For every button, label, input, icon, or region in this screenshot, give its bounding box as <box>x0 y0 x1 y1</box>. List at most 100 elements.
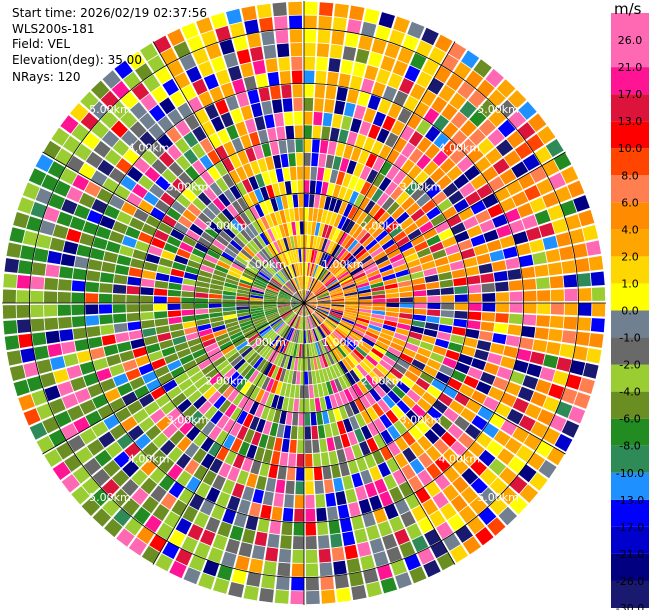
range-gate <box>294 495 304 509</box>
range-gate <box>468 303 482 311</box>
range-gate <box>141 149 158 166</box>
range-gate <box>331 349 341 362</box>
range-gate <box>218 193 231 207</box>
range-gate <box>301 248 304 262</box>
range-gate <box>247 263 260 274</box>
range-gate <box>458 505 477 524</box>
range-gate <box>373 251 387 262</box>
range-gate <box>478 263 493 274</box>
range-gate <box>294 294 304 303</box>
range-gate <box>226 8 242 25</box>
range-gate <box>360 410 373 425</box>
range-gate <box>275 381 283 395</box>
range-gate <box>257 374 267 388</box>
range-gate <box>465 191 481 206</box>
range-gate <box>170 366 186 379</box>
range-gate <box>243 398 255 413</box>
range-gate <box>182 321 197 329</box>
range-gate <box>240 105 253 121</box>
range-gate <box>304 290 308 303</box>
range-gate <box>382 115 396 132</box>
range-gate <box>264 308 278 314</box>
range-gate <box>326 279 338 288</box>
range-gate <box>326 351 335 365</box>
range-gate <box>341 115 353 131</box>
range-gate <box>283 311 294 321</box>
range-gate <box>150 449 167 466</box>
ring-label: 1.00km <box>244 336 286 349</box>
range-gate <box>236 49 251 65</box>
range-gate <box>342 46 357 61</box>
range-gate <box>265 214 274 228</box>
range-gate <box>208 425 222 441</box>
range-gate <box>217 381 231 395</box>
range-gate <box>344 309 358 314</box>
range-gate <box>363 200 376 214</box>
range-gate <box>364 218 377 232</box>
range-gate <box>300 316 303 330</box>
range-gate <box>179 53 197 71</box>
range-gate <box>284 326 292 339</box>
range-gate <box>516 445 534 463</box>
range-gate <box>363 137 376 152</box>
range-gate <box>305 262 308 276</box>
range-gate <box>273 352 282 365</box>
range-gate <box>103 414 120 430</box>
range-gate <box>239 212 252 226</box>
range-gate <box>375 25 391 42</box>
range-gate <box>294 303 304 313</box>
range-gate <box>108 230 125 244</box>
range-gate <box>351 269 365 278</box>
range-gate <box>274 589 289 604</box>
range-gate <box>227 388 240 403</box>
range-gate <box>546 341 561 356</box>
range-gate <box>285 341 292 355</box>
range-gate <box>530 421 548 439</box>
range-gate <box>254 188 264 203</box>
range-gate <box>373 433 386 449</box>
range-gate <box>304 303 317 307</box>
range-gate <box>254 531 268 547</box>
colorbar-tick-label: 6.0 <box>621 196 639 209</box>
range-gate <box>568 406 586 424</box>
range-gate <box>304 299 317 303</box>
range-gate <box>330 308 344 314</box>
range-gate <box>76 244 92 258</box>
range-gate <box>530 391 547 407</box>
range-gate <box>379 414 393 429</box>
range-gate <box>381 196 395 211</box>
range-gate <box>316 208 324 223</box>
range-gate <box>329 169 339 184</box>
range-gate <box>298 316 302 330</box>
range-gate <box>310 279 318 292</box>
range-gate <box>305 276 308 290</box>
range-gate <box>432 491 449 509</box>
range-gate <box>263 304 277 308</box>
range-gate <box>170 268 185 278</box>
range-gate <box>296 371 301 385</box>
range-gate <box>295 481 304 495</box>
range-gate <box>202 259 216 269</box>
range-gate <box>109 363 125 377</box>
range-gate <box>357 251 370 263</box>
range-gate <box>423 365 438 378</box>
range-gate <box>6 350 23 366</box>
range-gate <box>270 380 279 394</box>
range-gate <box>294 293 304 303</box>
range-gate <box>329 312 342 320</box>
range-gate <box>315 287 327 296</box>
range-gate <box>329 212 338 226</box>
range-gate <box>233 512 248 528</box>
range-gate <box>416 247 431 258</box>
range-gate <box>87 259 103 271</box>
range-gate <box>89 247 105 261</box>
range-gate <box>382 394 396 409</box>
range-gate <box>412 314 427 322</box>
range-gate <box>306 235 311 249</box>
range-gate <box>169 560 187 579</box>
range-gate <box>590 271 605 286</box>
range-gate <box>263 301 277 303</box>
range-gate <box>373 418 386 433</box>
range-gate <box>305 508 316 522</box>
range-gate <box>453 198 469 213</box>
